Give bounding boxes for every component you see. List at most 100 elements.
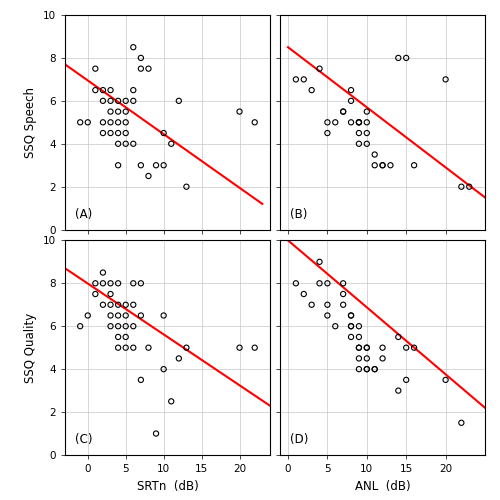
Point bbox=[292, 280, 300, 287]
Point bbox=[122, 129, 130, 137]
Text: (C): (C) bbox=[75, 434, 92, 446]
Point bbox=[99, 86, 107, 94]
Point bbox=[355, 322, 363, 330]
X-axis label: ANL  (dB): ANL (dB) bbox=[354, 480, 410, 492]
Point bbox=[130, 140, 138, 148]
Point bbox=[84, 118, 92, 126]
Point bbox=[355, 333, 363, 341]
Point bbox=[402, 344, 410, 351]
Point bbox=[339, 290, 347, 298]
Point bbox=[378, 354, 386, 362]
Point bbox=[175, 97, 183, 105]
Point bbox=[76, 322, 84, 330]
Point bbox=[114, 312, 122, 320]
Point bbox=[355, 118, 363, 126]
Point bbox=[130, 344, 138, 351]
Point bbox=[363, 108, 371, 116]
Point bbox=[137, 64, 145, 72]
Point bbox=[363, 354, 371, 362]
Point bbox=[122, 97, 130, 105]
Point bbox=[144, 344, 152, 351]
Point bbox=[347, 312, 355, 320]
Point bbox=[394, 333, 402, 341]
Text: (B): (B) bbox=[290, 208, 308, 221]
Point bbox=[99, 301, 107, 309]
Point bbox=[370, 161, 378, 169]
Point bbox=[122, 140, 130, 148]
Text: (A): (A) bbox=[75, 208, 92, 221]
Point bbox=[347, 333, 355, 341]
Point bbox=[106, 108, 114, 116]
Point bbox=[465, 182, 473, 190]
Point bbox=[152, 161, 160, 169]
Point bbox=[324, 129, 332, 137]
Point bbox=[355, 354, 363, 362]
Point bbox=[92, 86, 100, 94]
Point bbox=[308, 86, 316, 94]
Point bbox=[347, 97, 355, 105]
Point bbox=[410, 161, 418, 169]
Point bbox=[175, 354, 183, 362]
Point bbox=[324, 312, 332, 320]
Point bbox=[363, 365, 371, 373]
Point bbox=[347, 86, 355, 94]
Point bbox=[106, 118, 114, 126]
Point bbox=[250, 344, 258, 351]
Point bbox=[137, 312, 145, 320]
Point bbox=[160, 129, 168, 137]
Point bbox=[182, 344, 190, 351]
Point bbox=[355, 344, 363, 351]
Text: (D): (D) bbox=[290, 434, 308, 446]
Point bbox=[122, 344, 130, 351]
Point bbox=[130, 86, 138, 94]
Point bbox=[130, 43, 138, 51]
Point bbox=[300, 290, 308, 298]
Point bbox=[316, 280, 324, 287]
Point bbox=[458, 182, 466, 190]
Point bbox=[106, 322, 114, 330]
Point bbox=[137, 54, 145, 62]
Point bbox=[308, 301, 316, 309]
Point bbox=[386, 161, 394, 169]
Point bbox=[122, 118, 130, 126]
Point bbox=[347, 322, 355, 330]
Point bbox=[106, 290, 114, 298]
Point bbox=[370, 150, 378, 158]
Point bbox=[160, 312, 168, 320]
Point bbox=[324, 118, 332, 126]
Point bbox=[84, 312, 92, 320]
Point bbox=[339, 301, 347, 309]
Point bbox=[122, 333, 130, 341]
Point bbox=[114, 344, 122, 351]
Point bbox=[167, 140, 175, 148]
Point bbox=[355, 118, 363, 126]
Point bbox=[114, 322, 122, 330]
Point bbox=[114, 301, 122, 309]
Point bbox=[114, 280, 122, 287]
Point bbox=[144, 64, 152, 72]
Point bbox=[324, 280, 332, 287]
Point bbox=[137, 161, 145, 169]
Point bbox=[167, 398, 175, 406]
Point bbox=[355, 365, 363, 373]
Point bbox=[410, 344, 418, 351]
Point bbox=[152, 430, 160, 438]
Point bbox=[114, 140, 122, 148]
Point bbox=[378, 344, 386, 351]
Point bbox=[347, 312, 355, 320]
Point bbox=[339, 108, 347, 116]
Point bbox=[76, 118, 84, 126]
Point bbox=[114, 129, 122, 137]
Point bbox=[442, 76, 450, 84]
X-axis label: SRTn  (dB): SRTn (dB) bbox=[136, 480, 198, 492]
Point bbox=[316, 258, 324, 266]
Y-axis label: SSQ Speech: SSQ Speech bbox=[24, 87, 38, 158]
Point bbox=[370, 365, 378, 373]
Point bbox=[130, 97, 138, 105]
Point bbox=[332, 118, 340, 126]
Point bbox=[92, 64, 100, 72]
Point bbox=[122, 108, 130, 116]
Point bbox=[99, 97, 107, 105]
Point bbox=[363, 129, 371, 137]
Point bbox=[106, 301, 114, 309]
